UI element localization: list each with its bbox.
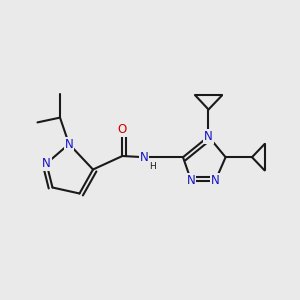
Text: O: O: [118, 123, 127, 136]
Text: N: N: [140, 151, 148, 164]
Text: H: H: [149, 162, 156, 171]
Text: N: N: [187, 174, 196, 187]
Text: N: N: [211, 174, 220, 187]
Text: N: N: [64, 137, 74, 151]
Text: N: N: [42, 157, 51, 170]
Text: N: N: [204, 130, 213, 143]
